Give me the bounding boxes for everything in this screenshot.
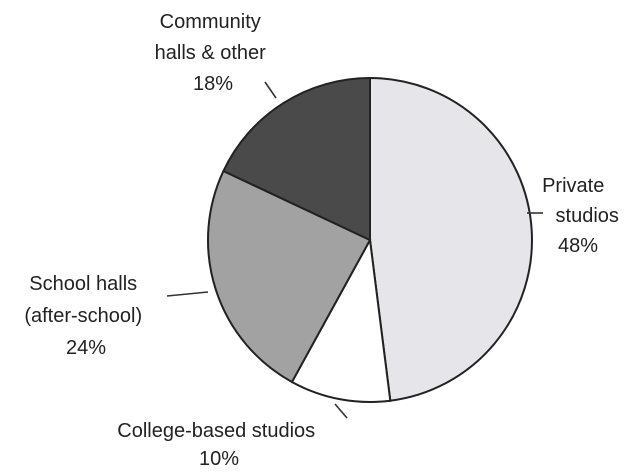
label-college-based-studios-line1: College-based studios — [117, 420, 315, 442]
label-school-halls-line2: (after-school) — [24, 305, 142, 327]
slice-college-based-studios — [290, 236, 392, 403]
leader-line-school-halls — [166, 291, 209, 297]
label-school-halls-line1: School halls — [29, 273, 137, 295]
label-private-studios-line2: studios — [556, 205, 619, 227]
leader-line-college-based-studios — [334, 403, 348, 419]
label-private-studios-value: 48% — [558, 235, 598, 257]
label-private-studios-line1: Private — [542, 175, 604, 197]
label-private-studios: Private studios 48% — [542, 175, 624, 257]
label-college-based-studios: College-based studios 10% — [117, 420, 320, 470]
label-school-halls: School halls (after-school) 24% — [24, 273, 147, 359]
label-school-halls-value: 24% — [66, 337, 106, 359]
pie-slices — [207, 76, 533, 403]
slice-school-halls — [207, 169, 372, 384]
label-community-halls: Community halls & other 18% — [155, 11, 272, 95]
leader-line-community-halls — [264, 81, 277, 99]
slice-community-halls — [222, 76, 371, 242]
label-community-halls-value: 18% — [193, 73, 233, 95]
slice-private-studios — [369, 76, 533, 402]
label-college-based-studios-value: 10% — [199, 448, 239, 470]
label-community-halls-line1: Community — [160, 11, 261, 33]
label-community-halls-line2: halls & other — [155, 42, 267, 64]
